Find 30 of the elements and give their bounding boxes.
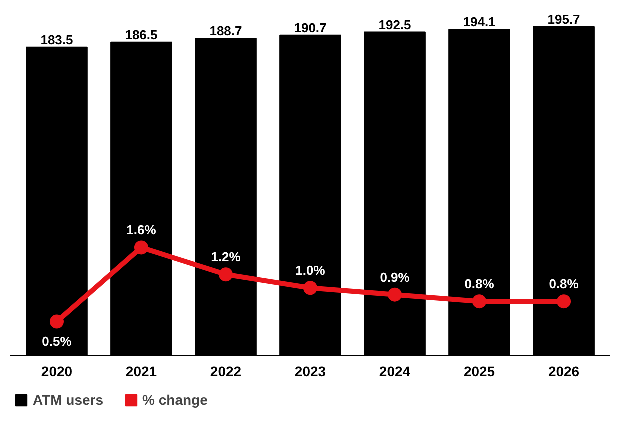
data-label: 0.5% [42,334,72,349]
x-tick-label: 2025 [464,364,496,380]
data-label: 0.8% [464,276,495,292]
x-tick-label: 2022 [210,364,242,380]
x-tick-label: 2021 [126,364,158,380]
data-label: 194.1 [463,14,496,30]
data-label: 1.0% [296,263,326,278]
data-label: 192.5 [378,17,412,32]
data-label: 1.2% [211,250,242,265]
data-label: 195.7 [548,12,580,27]
legend-label: % change [142,392,208,408]
point [218,268,233,282]
data-label: 190.7 [294,20,327,36]
x-tick-label: 2020 [41,364,73,380]
point [388,288,402,302]
data-label: 186.5 [125,27,158,42]
data-label: 188.7 [210,24,242,39]
legend-label: ATM users [33,392,104,408]
point [50,314,64,329]
data-label: 0.8% [549,276,580,292]
point [472,294,487,309]
x-tick-label: 2023 [294,364,326,380]
x-tick-label: 2026 [548,364,580,380]
data-label: 1.6% [126,222,157,238]
point [557,294,572,309]
x-tick-label: 2024 [379,364,411,380]
data-label: 183.5 [40,32,74,48]
point [304,281,318,296]
point [134,240,148,255]
data-label: 0.9% [380,270,410,285]
